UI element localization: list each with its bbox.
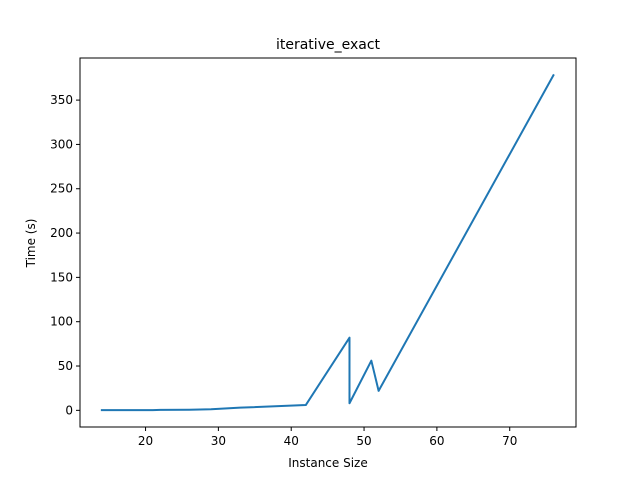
x-tick-label: 30 xyxy=(211,434,226,448)
x-tick-label: 40 xyxy=(284,434,299,448)
plot-frame xyxy=(79,57,577,428)
x-tick-label: 60 xyxy=(429,434,444,448)
x-tick-label: 50 xyxy=(356,434,371,448)
y-tick-label: 100 xyxy=(50,315,73,329)
y-tick-label: 350 xyxy=(50,93,73,107)
y-tick-label: 150 xyxy=(50,270,73,284)
y-axis-ticks: 0 50 100 150 200 250 300 350 xyxy=(50,93,80,417)
y-tick-label: 50 xyxy=(58,359,73,373)
x-axis-ticks: 20 30 40 50 60 70 xyxy=(138,427,517,448)
y-tick-label: 200 xyxy=(50,226,73,240)
x-tick-label: 70 xyxy=(502,434,517,448)
x-axis-label: Instance Size xyxy=(288,456,368,470)
series-line xyxy=(100,73,555,412)
y-tick-label: 300 xyxy=(50,137,73,151)
y-tick-label: 250 xyxy=(50,182,73,196)
y-tick-label: 0 xyxy=(65,403,73,417)
y-axis-label: Time (s) xyxy=(24,219,38,269)
chart-title: iterative_exact xyxy=(276,37,381,53)
x-tick-label: 20 xyxy=(138,434,153,448)
